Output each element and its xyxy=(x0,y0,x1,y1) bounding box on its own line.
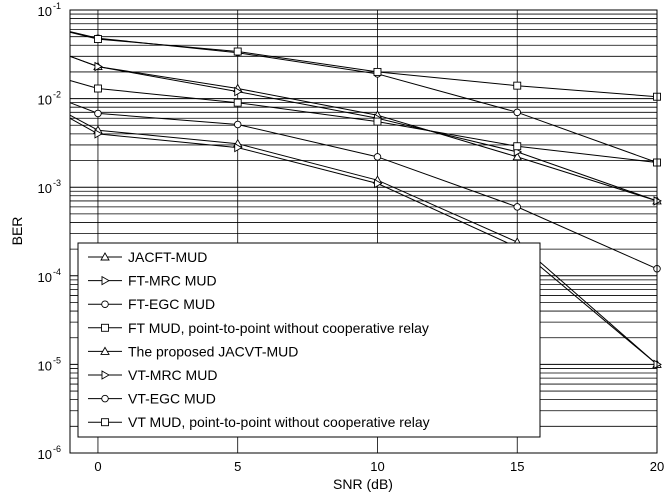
series-line xyxy=(69,31,658,163)
legend-entry: VT MUD, point-to-point without cooperati… xyxy=(88,414,430,430)
y-tick-exponent: -2 xyxy=(53,90,61,100)
x-tick-label: 0 xyxy=(94,459,101,474)
square-marker xyxy=(373,117,382,126)
legend: JACFT-MUD FT-MRC MUD FT-EGC MUD FT MUD, poi… xyxy=(77,242,541,438)
triangle-right-marker xyxy=(101,370,110,380)
legend-entry: FT-EGC MUD xyxy=(88,296,215,312)
y-axis-label: BER xyxy=(9,217,25,246)
y-tick-label: 10 xyxy=(38,270,52,285)
x-tick-label: 15 xyxy=(510,459,524,474)
square-marker xyxy=(513,142,522,151)
triangle-right-marker xyxy=(234,142,243,153)
legend-box xyxy=(77,242,541,438)
circle-marker xyxy=(101,300,109,308)
square-marker xyxy=(94,84,102,93)
circle-marker xyxy=(101,394,109,403)
legend-entry: FT-MRC MUD xyxy=(88,273,217,289)
data-series xyxy=(69,55,662,206)
triangle-right-marker xyxy=(234,86,243,97)
triangle-right-marker xyxy=(94,129,103,139)
series-line xyxy=(69,31,658,98)
legend-label: VT-EGC MUD xyxy=(128,391,216,407)
legend-label: VT-MRC MUD xyxy=(128,367,217,383)
square-marker xyxy=(233,47,242,56)
square-marker xyxy=(101,418,109,427)
triangle-up-marker xyxy=(512,151,523,161)
triangle-up-marker xyxy=(100,252,110,261)
y-tick-label: 10 xyxy=(38,358,52,373)
legend-entry: VT-MRC MUD xyxy=(88,367,217,383)
triangle-right-marker xyxy=(94,61,103,72)
legend-label: FT-MRC MUD xyxy=(128,273,217,289)
square-marker xyxy=(373,67,382,76)
y-tick-exponent: -1 xyxy=(53,1,61,11)
data-series xyxy=(69,80,661,167)
legend-entry: JACFT-MUD xyxy=(88,249,207,265)
y-tick-label: 10 xyxy=(38,93,52,108)
legend-label: FT-EGC MUD xyxy=(128,296,215,312)
y-tick-exponent: -3 xyxy=(53,178,61,188)
legend-label: FT MUD, point-to-point without cooperati… xyxy=(128,320,429,336)
triangle-up-marker xyxy=(100,346,110,355)
circle-marker xyxy=(373,153,382,161)
data-series xyxy=(69,55,662,205)
square-marker xyxy=(513,81,522,90)
data-series xyxy=(69,31,661,101)
legend-label: JACFT-MUD xyxy=(128,249,207,265)
legend-entry: FT MUD, point-to-point without cooperati… xyxy=(88,320,429,336)
x-tick-label: 20 xyxy=(650,459,664,474)
x-tick-label: 5 xyxy=(234,459,241,474)
x-tick-label: 10 xyxy=(370,459,384,474)
circle-marker xyxy=(513,108,521,117)
square-marker xyxy=(233,98,242,107)
y-tick-label: 10 xyxy=(38,447,52,462)
triangle-right-marker xyxy=(374,178,383,189)
circle-marker xyxy=(513,203,521,211)
y-tick-label: 10 xyxy=(38,4,52,19)
series-line xyxy=(69,55,658,202)
plot-frame xyxy=(69,9,658,454)
legend-label: VT MUD, point-to-point without cooperati… xyxy=(128,414,430,430)
y-tick-exponent: -4 xyxy=(53,267,61,277)
square-marker xyxy=(101,323,109,332)
legend-label: The proposed JACVT-MUD xyxy=(128,343,298,359)
series-line xyxy=(69,80,658,163)
series-line xyxy=(69,55,658,202)
series-line xyxy=(69,102,658,270)
circle-marker xyxy=(233,120,242,129)
square-marker xyxy=(94,35,102,44)
y-tick-exponent: -5 xyxy=(53,355,61,365)
y-tick-label: 10 xyxy=(38,181,52,196)
legend-entry: The proposed JACVT-MUD xyxy=(88,343,298,359)
legend-entry: VT-EGC MUD xyxy=(88,391,216,407)
triangle-right-marker xyxy=(101,275,110,286)
x-axis-label: SNR (dB) xyxy=(333,476,393,492)
circle-marker xyxy=(94,109,102,118)
y-tick-exponent: -6 xyxy=(53,444,61,454)
